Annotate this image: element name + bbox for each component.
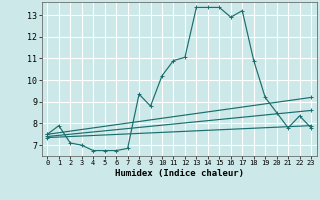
X-axis label: Humidex (Indice chaleur): Humidex (Indice chaleur)	[115, 169, 244, 178]
